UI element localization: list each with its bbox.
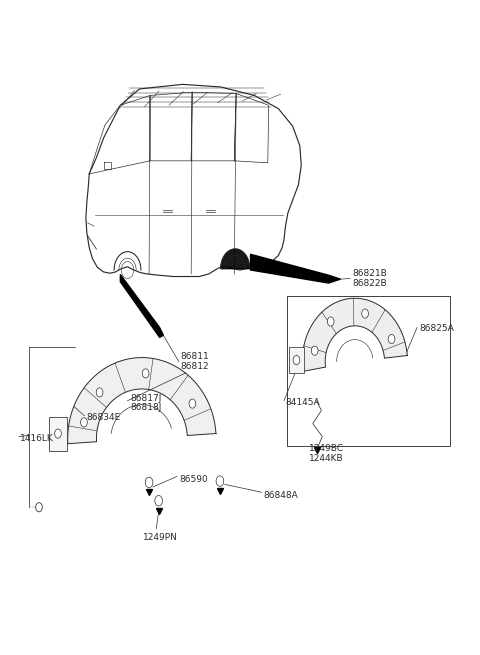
Text: 86817J: 86817J <box>130 394 161 403</box>
Text: 86818J: 86818J <box>130 403 161 413</box>
Circle shape <box>312 346 318 355</box>
Circle shape <box>96 388 103 397</box>
Circle shape <box>55 429 61 438</box>
Bar <box>287 296 450 447</box>
Text: 86834E: 86834E <box>86 413 120 422</box>
Polygon shape <box>221 249 250 269</box>
Bar <box>49 417 67 451</box>
Circle shape <box>145 477 153 487</box>
Polygon shape <box>68 358 216 443</box>
Circle shape <box>362 309 369 318</box>
Text: 1416LK: 1416LK <box>20 434 54 443</box>
Circle shape <box>327 317 334 326</box>
Text: 86821B: 86821B <box>352 269 387 278</box>
Polygon shape <box>251 254 340 283</box>
Text: 1249PN: 1249PN <box>144 533 178 542</box>
Text: 1244KB: 1244KB <box>310 454 344 462</box>
Circle shape <box>293 356 300 365</box>
Text: 84145A: 84145A <box>286 398 320 407</box>
Circle shape <box>189 399 196 408</box>
Polygon shape <box>120 274 163 337</box>
Text: 86590: 86590 <box>179 475 208 483</box>
Circle shape <box>81 418 87 427</box>
Text: 86812: 86812 <box>180 362 209 371</box>
Text: 86825A: 86825A <box>420 324 454 333</box>
Text: 86811: 86811 <box>180 352 209 362</box>
Polygon shape <box>302 298 408 371</box>
Text: 86848A: 86848A <box>263 491 298 500</box>
Bar <box>289 347 303 373</box>
Circle shape <box>388 335 395 344</box>
Text: 1249BC: 1249BC <box>310 444 344 453</box>
Circle shape <box>155 495 162 506</box>
Circle shape <box>36 502 42 512</box>
Text: 86822B: 86822B <box>352 279 387 288</box>
Circle shape <box>216 476 224 486</box>
Circle shape <box>142 369 149 378</box>
